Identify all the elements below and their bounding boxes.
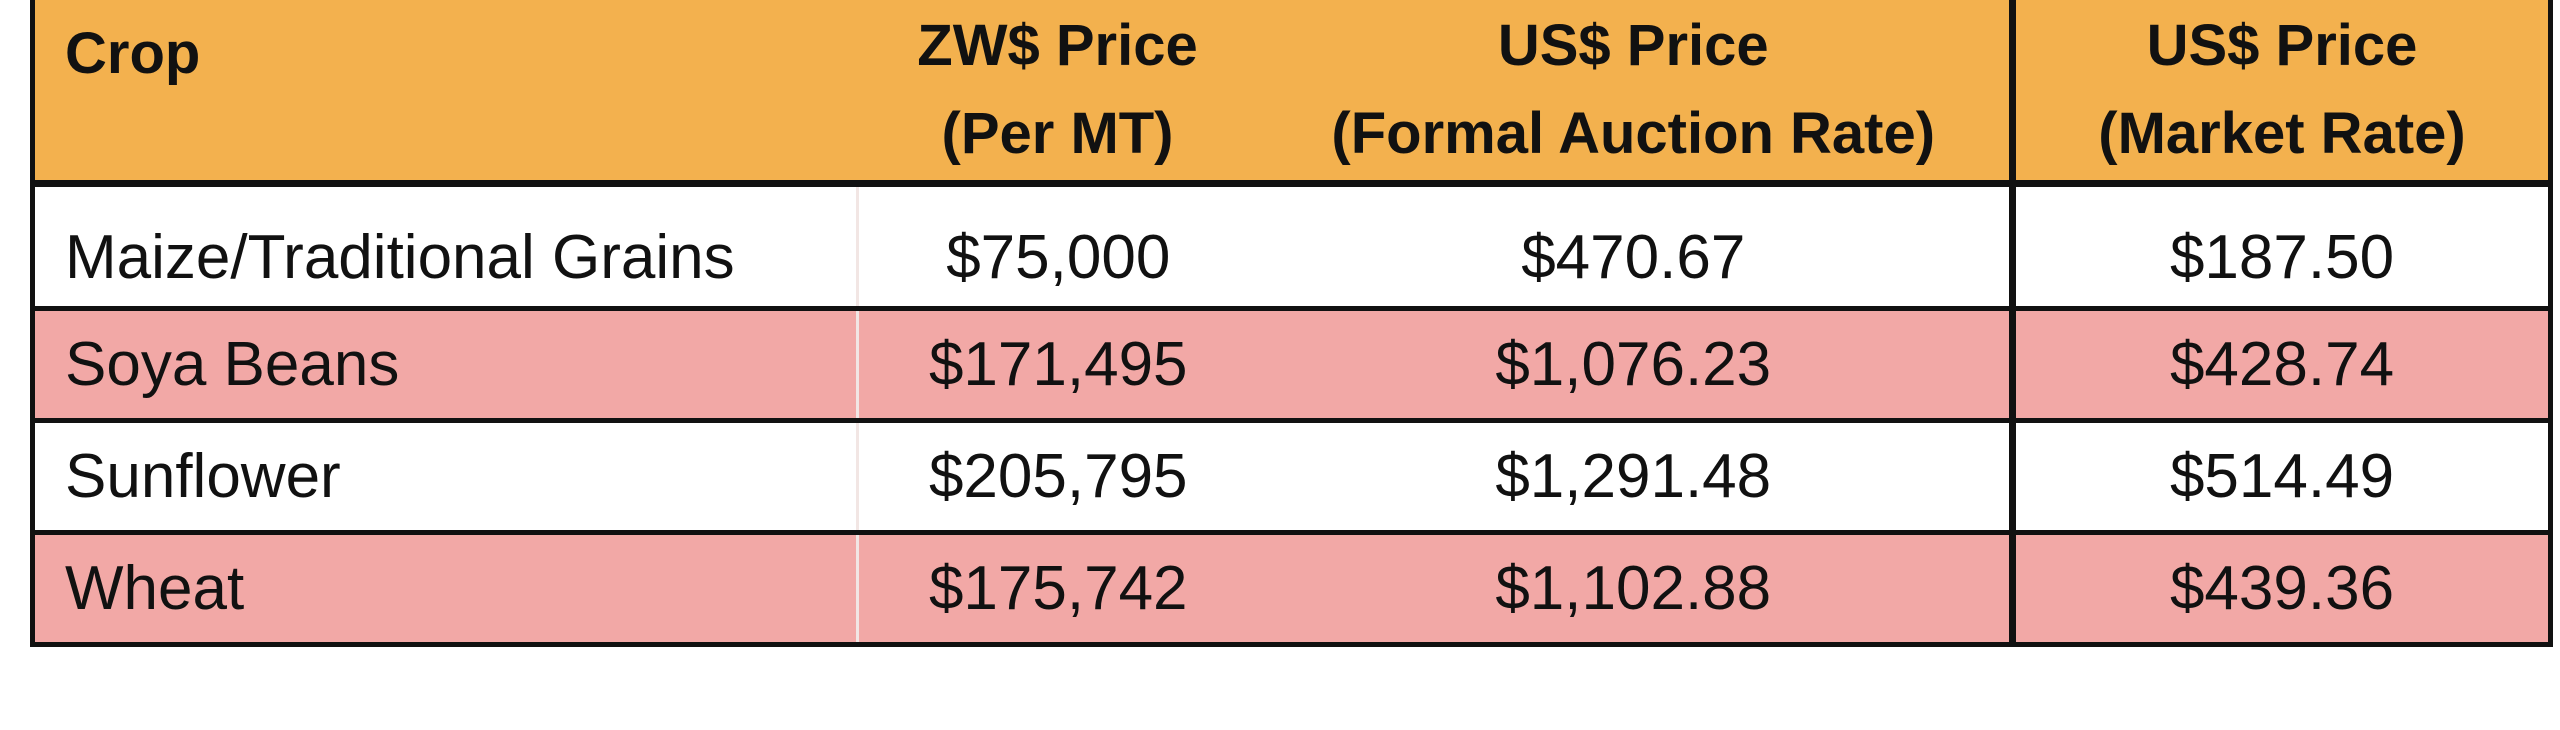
header-us-formal: US$ Price (Formal Auction Rate) [1257,0,2016,187]
crop-name-cell: Sunflower [32,420,859,535]
crop-name-cell: Maize/Traditional Grains [32,183,859,311]
table-row: Maize/Traditional Grains $75,000 $470.67… [32,183,2551,311]
crop-name-cell: Soya Beans [32,308,859,423]
us-formal-price-cell: $1,076.23 [1257,308,2016,423]
us-market-price-cell: $439.36 [2169,553,2395,623]
table-row: Sunflower $205,795 $1,291.48 $514.49 [32,420,2551,535]
header-us-market-line2: (Market Rate) [2098,100,2466,166]
us-market-price-cell: $428.74 [2012,308,2551,423]
table-body: Maize/Traditional Grains $75,000 $470.67… [32,183,2551,644]
header-row: Crop ZW$ Price (Per MT) US$ Price (Forma… [32,0,2551,187]
table-row: Wheat $175,742 $1,102.88 $439.36 [32,532,2551,644]
zw-price-cell: $75,000 [857,183,1258,311]
us-formal-price-cell: $470.67 [1257,183,2016,311]
us-formal-price-cell: $1,102.88 [1257,532,2016,644]
header-us-formal-line1: US$ Price [1497,12,1769,78]
header-us-formal-line2: (Formal Auction Rate) [1331,100,1936,166]
header-zw-price-line1: ZW$ Price [917,12,1198,78]
header-zw-price: ZW$ Price (Per MT) [857,0,1258,187]
zw-price-cell: $205,795 [857,420,1258,535]
header-crop: Crop [32,0,858,187]
header-us-market-line1: US$ Price [2146,12,2418,78]
table-row: Soya Beans $171,495 $1,076.23 $428.74 [32,308,2551,423]
us-market-price-cell: $187.50 [2012,183,2551,311]
crop-name-cell: Wheat [32,532,859,644]
header-crop-label: Crop [65,21,201,86]
zw-price-cell: $171,495 [857,308,1258,423]
header-us-market: US$ Price (Market Rate) [2012,0,2551,187]
zw-price-cell: $175,742 [928,553,1188,623]
table-header: Crop ZW$ Price (Per MT) US$ Price (Forma… [32,0,2551,187]
us-formal-price-cell: $1,291.48 [1257,420,2016,535]
us-market-price-cell: $514.49 [2012,420,2551,535]
header-zw-price-line2: (Per MT) [941,100,1174,166]
crop-price-table: Crop ZW$ Price (Per MT) US$ Price (Forma… [30,0,2553,647]
